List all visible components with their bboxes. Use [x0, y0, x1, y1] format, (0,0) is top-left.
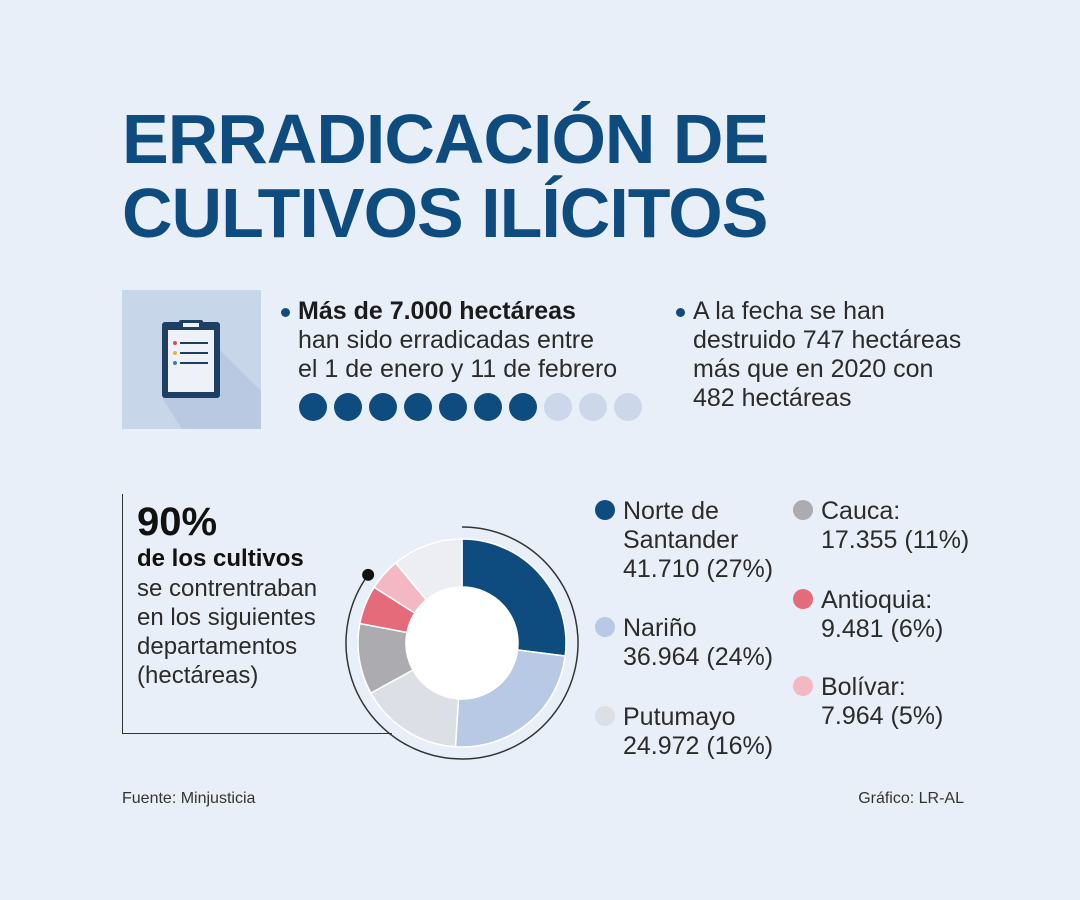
legend-value: 9.481 (6%) [821, 615, 944, 643]
share-subtitle: de los cultivos [137, 545, 304, 572]
legend-value: 7.964 (5%) [821, 702, 944, 730]
legend-label: Bolívar: [821, 673, 906, 701]
legend-value: 17.355 (11%) [821, 526, 970, 554]
legend-swatch [793, 676, 813, 696]
legend-bolivar: Bolívar: 7.964 (5%) [793, 673, 944, 731]
progress-dot-filled [369, 393, 397, 421]
stat-right-line-2: destruido 747 hectáreas [693, 326, 962, 354]
legend-putumayo: Putumayo 24.972 (16%) [595, 703, 774, 761]
legend-label: Cauca: [821, 497, 901, 525]
legend-label: Santander [623, 526, 739, 554]
progress-dot-filled [334, 393, 362, 421]
outer-ring [345, 526, 579, 760]
progress-dot-empty [579, 393, 607, 421]
stat-right-line-3: más que en 2020 con [693, 355, 934, 383]
ring-end-dot [362, 568, 375, 581]
stat-right-line-1: A la fecha se han [693, 297, 885, 325]
stat-left: Más de 7.000 hectáreas han sido erradica… [281, 297, 618, 384]
progress-dot-filled [439, 393, 467, 421]
legend-label: Antioquia: [821, 586, 933, 614]
title-line-1: ERRADICACIÓN DE [122, 100, 769, 178]
legend-value: 36.964 (24%) [623, 643, 774, 671]
donut-hole [406, 587, 518, 699]
source-note: Fuente: Minjusticia [122, 790, 256, 807]
progress-dot-filled [404, 393, 432, 421]
progress-dots [299, 393, 642, 421]
legend-norte-de-santander: Norte de Santander 41.710 (27%) [595, 497, 774, 584]
title-line-2: CULTIVOS ILÍCITOS [122, 174, 768, 252]
bracket-line [122, 494, 392, 734]
bullet-icon [281, 307, 290, 317]
legend-value: 24.972 (16%) [623, 732, 774, 760]
legend-narino: Nariño 36.964 (24%) [595, 614, 774, 672]
progress-dot-filled [474, 393, 502, 421]
graphic-credit: Gráfico: LR-AL [858, 790, 964, 807]
clipboard-icon [122, 290, 261, 429]
legend-swatch [793, 500, 813, 520]
legend-cauca: Cauca: 17.355 (11%) [793, 497, 970, 555]
stat-right: A la fecha se han destruido 747 hectárea… [676, 297, 962, 413]
legend-antioquia: Antioquia: 9.481 (6%) [793, 586, 944, 644]
stat-right-line-4: 482 hectáreas [693, 384, 852, 412]
share-line-2: en los siguientes [137, 604, 316, 631]
progress-dot-filled [509, 393, 537, 421]
share-line-1: se contrentraban [137, 575, 318, 602]
progress-dot-filled [299, 393, 327, 421]
stat-left-line-3: el 1 de enero y 11 de febrero [298, 355, 618, 383]
legend-swatch [793, 589, 813, 609]
bullet-icon [676, 307, 685, 317]
share-line-3: departamentos [137, 633, 298, 660]
page-title: ERRADICACIÓN DE CULTIVOS ILÍCITOS [122, 100, 769, 252]
legend-label: Putumayo [623, 703, 736, 731]
legend-swatch [595, 706, 615, 726]
progress-dot-empty [614, 393, 642, 421]
share-percent: 90% [137, 500, 218, 544]
legend-label: Norte de [623, 497, 719, 525]
share-block: 90% de los cultivos se contrentraban en … [137, 500, 317, 690]
progress-dot-empty [544, 393, 572, 421]
stat-left-bold: Más de 7.000 hectáreas [298, 297, 576, 325]
donut-chart [345, 526, 579, 760]
legend-swatch [595, 617, 615, 637]
share-line-4: (hectáreas) [137, 662, 259, 689]
stat-left-line-2: han sido erradicadas entre [298, 326, 595, 354]
legend-label: Nariño [623, 614, 697, 642]
legend-value: 41.710 (27%) [623, 555, 774, 583]
legend-swatch [595, 500, 615, 520]
